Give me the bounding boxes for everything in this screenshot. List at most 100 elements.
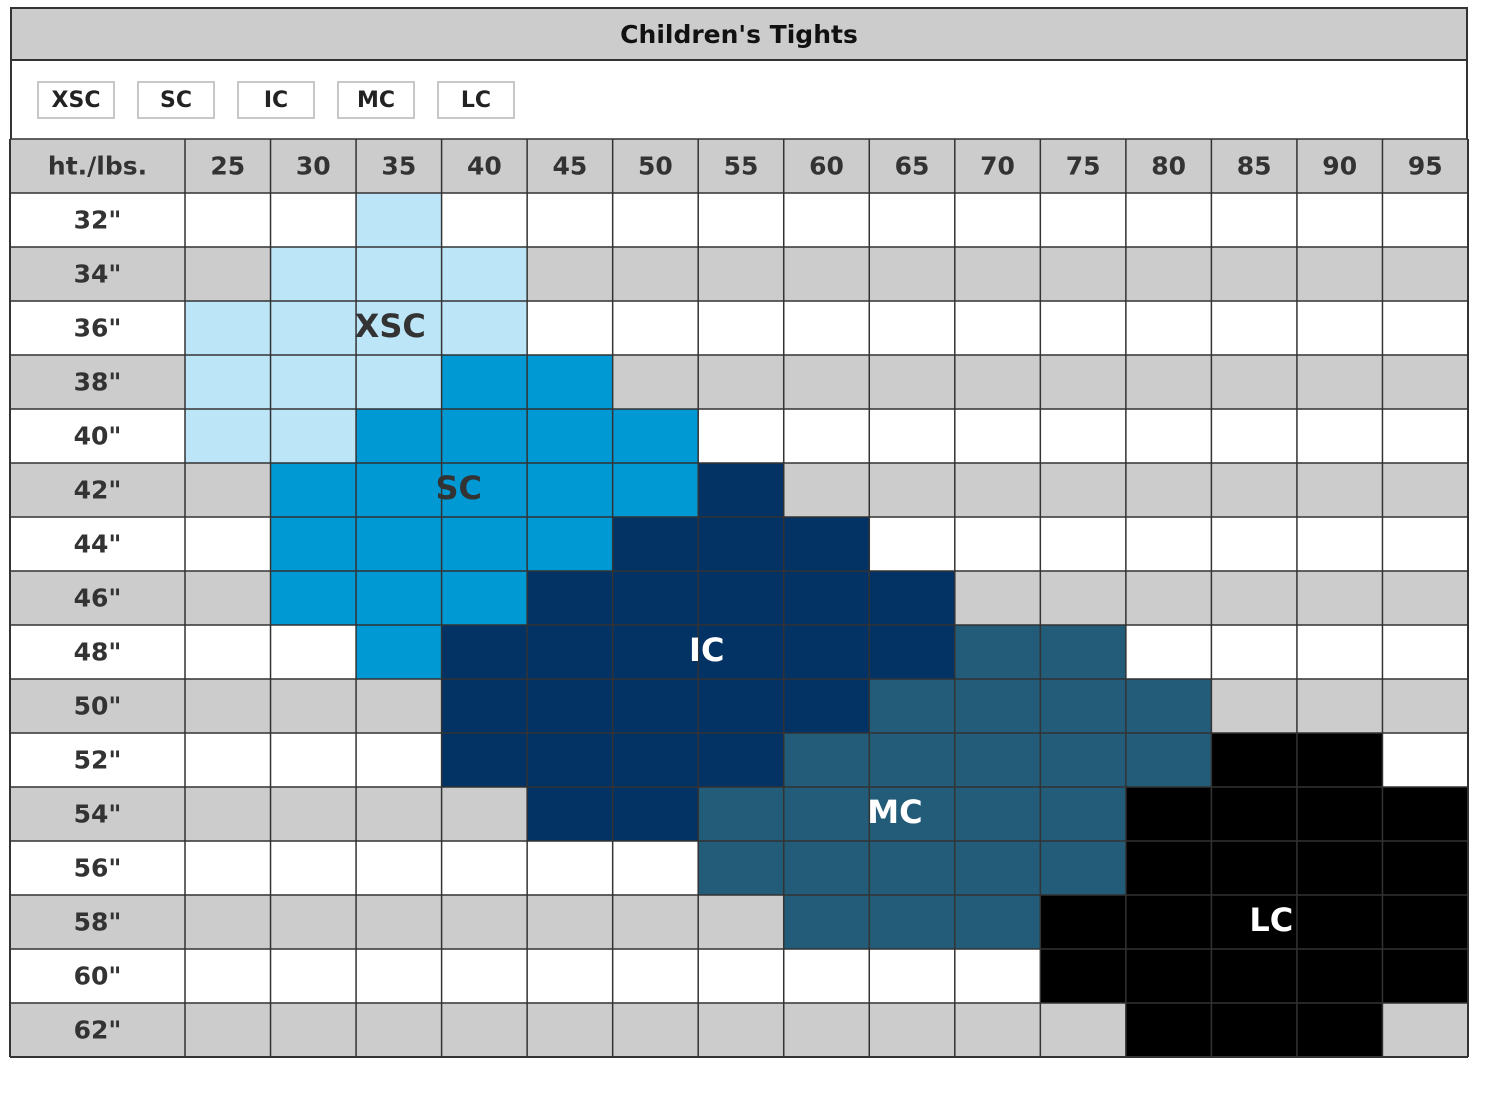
empty-cell [1296, 355, 1383, 409]
size-cell-mc [954, 733, 1041, 787]
size-cell-sc [527, 409, 613, 463]
empty-cell [869, 409, 955, 463]
height-cell [10, 949, 185, 1003]
height-cell [10, 787, 185, 841]
empty-cell [1211, 571, 1297, 625]
height-cell [10, 301, 185, 355]
empty-cell [698, 193, 784, 247]
weight-tick-label: 80 [1151, 152, 1186, 181]
legend-item-mc[interactable]: MC [337, 81, 415, 119]
size-cell-xsc [185, 355, 271, 409]
size-cell-ic [698, 733, 784, 787]
height-tick-label: 36" [74, 314, 122, 343]
size-cell-ic [527, 787, 613, 841]
size-cell-xsc [185, 409, 271, 463]
empty-cell [869, 463, 955, 517]
size-cell-ic [441, 733, 528, 787]
empty-cell [698, 355, 784, 409]
empty-cell [954, 409, 1041, 463]
size-cell-sc [527, 355, 613, 409]
size-cell-mc [954, 625, 1041, 679]
size-cell-sc [356, 625, 442, 679]
empty-cell [185, 787, 271, 841]
size-cell-lc [1296, 1003, 1383, 1057]
size-cell-sc [356, 571, 442, 625]
size-cell-xsc [356, 193, 442, 247]
size-cell-ic [698, 625, 784, 679]
empty-cell [954, 463, 1041, 517]
size-cell-sc [441, 355, 528, 409]
legend-item-sc[interactable]: SC [137, 81, 215, 119]
size-cell-mc [1040, 733, 1126, 787]
size-cell-sc [270, 571, 357, 625]
empty-cell [1382, 355, 1468, 409]
empty-cell [1211, 625, 1297, 679]
size-cell-sc [527, 463, 613, 517]
empty-cell [1040, 1003, 1126, 1057]
size-cell-lc [1296, 733, 1383, 787]
legend-item-ic[interactable]: IC [237, 81, 315, 119]
empty-cell [1040, 355, 1126, 409]
empty-cell [1296, 463, 1383, 517]
empty-cell [612, 301, 699, 355]
size-cell-ic [612, 733, 699, 787]
size-cell-sc [441, 409, 528, 463]
empty-cell [1382, 571, 1468, 625]
size-cell-xsc [270, 409, 357, 463]
empty-cell [356, 949, 442, 1003]
size-cell-lc [1125, 787, 1212, 841]
legend-item-lc[interactable]: LC [437, 81, 515, 119]
size-cell-mc [954, 679, 1041, 733]
size-cell-mc [954, 841, 1041, 895]
size-cell-sc [356, 463, 442, 517]
empty-cell [185, 895, 271, 949]
size-cell-lc [1125, 841, 1212, 895]
size-cell-mc [1040, 625, 1126, 679]
empty-cell [1040, 463, 1126, 517]
empty-cell [612, 355, 699, 409]
empty-cell [270, 841, 357, 895]
region-label-sc: SC [435, 469, 482, 507]
height-cell [10, 193, 185, 247]
size-cell-mc [1040, 679, 1126, 733]
size-cell-sc [356, 517, 442, 571]
empty-cell [441, 193, 528, 247]
empty-cell [954, 949, 1041, 1003]
empty-cell [1382, 679, 1468, 733]
size-cell-lc [1296, 841, 1383, 895]
empty-cell [441, 1003, 528, 1057]
empty-cell [1211, 463, 1297, 517]
empty-cell [612, 895, 699, 949]
corner-label: ht./lbs. [48, 152, 147, 181]
region-label-ic: IC [689, 631, 724, 669]
size-cell-mc [1125, 679, 1212, 733]
size-cell-ic [612, 571, 699, 625]
size-cell-mc [783, 733, 870, 787]
legend-item-xsc[interactable]: XSC [37, 81, 115, 119]
region-label-lc: LC [1249, 901, 1293, 939]
size-cell-xsc [356, 247, 442, 301]
empty-cell [270, 1003, 357, 1057]
size-cell-ic [698, 463, 784, 517]
empty-cell [441, 841, 528, 895]
size-cell-xsc [356, 355, 442, 409]
height-cell [10, 463, 185, 517]
size-cell-lc [1296, 895, 1383, 949]
empty-cell [1296, 409, 1383, 463]
size-cell-sc [270, 463, 357, 517]
height-tick-label: 32" [74, 206, 122, 235]
size-cell-lc [1211, 949, 1297, 1003]
size-cell-sc [441, 463, 528, 517]
size-cell-mc [783, 787, 870, 841]
empty-cell [954, 517, 1041, 571]
empty-cell [527, 193, 613, 247]
size-cell-sc [441, 571, 528, 625]
empty-cell [783, 949, 870, 1003]
size-cell-sc [441, 517, 528, 571]
empty-cell [869, 949, 955, 1003]
empty-cell [1125, 193, 1212, 247]
weight-tick-label: 90 [1322, 152, 1357, 181]
empty-cell [612, 949, 699, 1003]
empty-cell [185, 625, 271, 679]
empty-cell [185, 193, 271, 247]
